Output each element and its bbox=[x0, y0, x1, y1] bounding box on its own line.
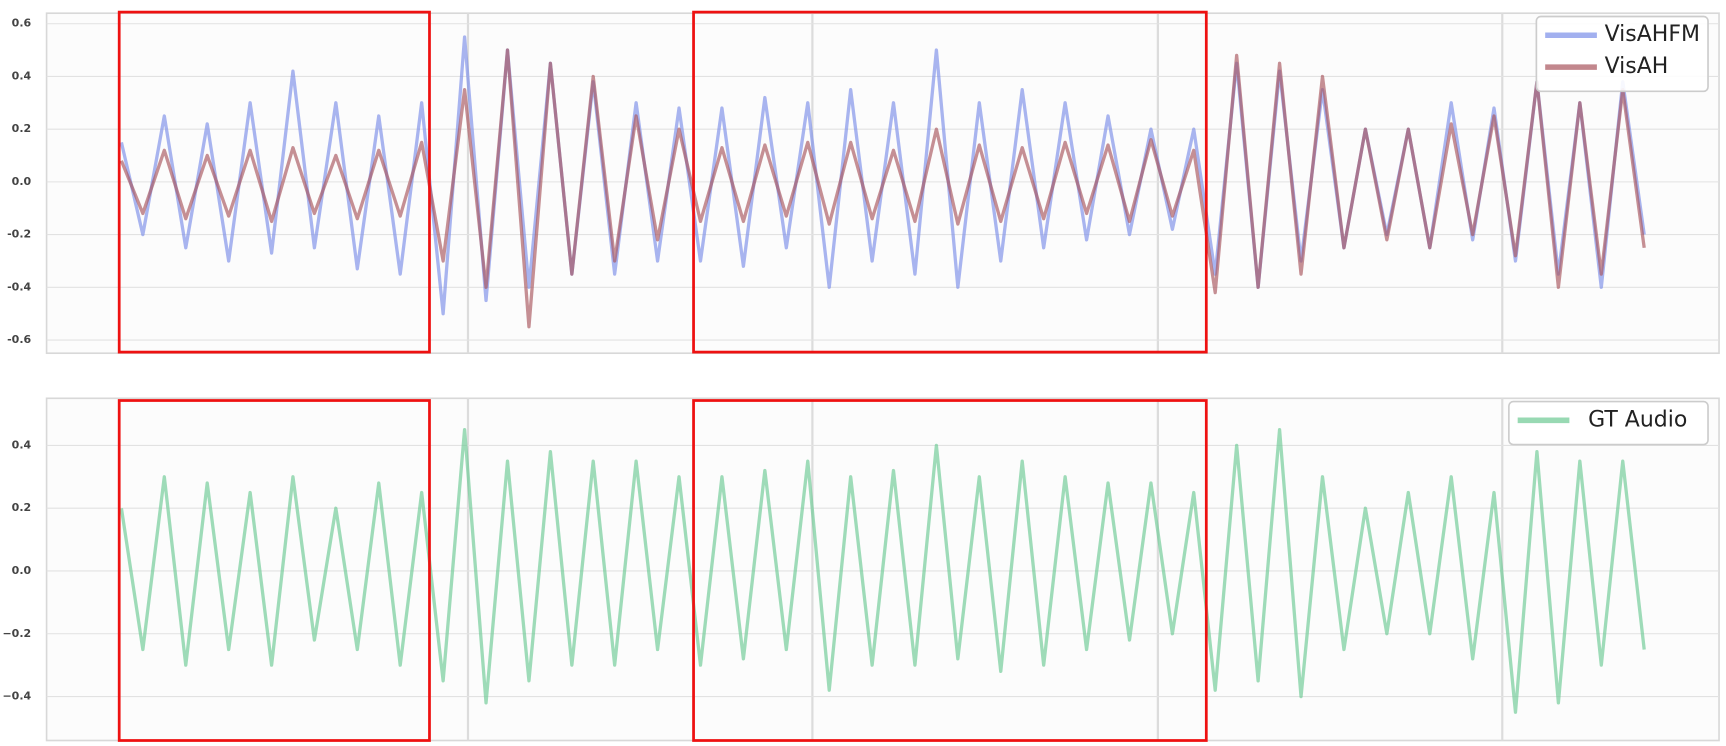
y-tick-label: -0.4 bbox=[7, 280, 31, 293]
legend-label: VisAHFM bbox=[1605, 22, 1700, 47]
legend-label: VisAH bbox=[1605, 54, 1669, 79]
y-tick-label: 0.4 bbox=[12, 69, 32, 82]
waveform bbox=[119, 428, 1646, 714]
y-tick-label: 0.2 bbox=[12, 501, 32, 514]
y-tick-label: 0.6 bbox=[12, 17, 32, 30]
y-tick-label: −0.4 bbox=[2, 690, 31, 703]
y-tick-label: -0.6 bbox=[7, 333, 31, 346]
y-tick-label: 0.2 bbox=[12, 122, 32, 135]
y-tick-label: -0.2 bbox=[7, 228, 31, 241]
y-tick-label: −0.2 bbox=[2, 627, 31, 640]
highlight-box bbox=[692, 10, 1208, 354]
y-tick-label: 0.0 bbox=[12, 175, 32, 188]
y-tick-label: 0.0 bbox=[12, 564, 32, 577]
highlight-box bbox=[692, 399, 1208, 742]
legend-box bbox=[1508, 400, 1709, 446]
legend-label: GT Audio bbox=[1588, 407, 1687, 432]
highlight-box bbox=[117, 10, 431, 354]
waveform bbox=[119, 48, 1646, 329]
highlight-box bbox=[117, 399, 431, 742]
y-tick-label: 0.4 bbox=[12, 438, 32, 451]
